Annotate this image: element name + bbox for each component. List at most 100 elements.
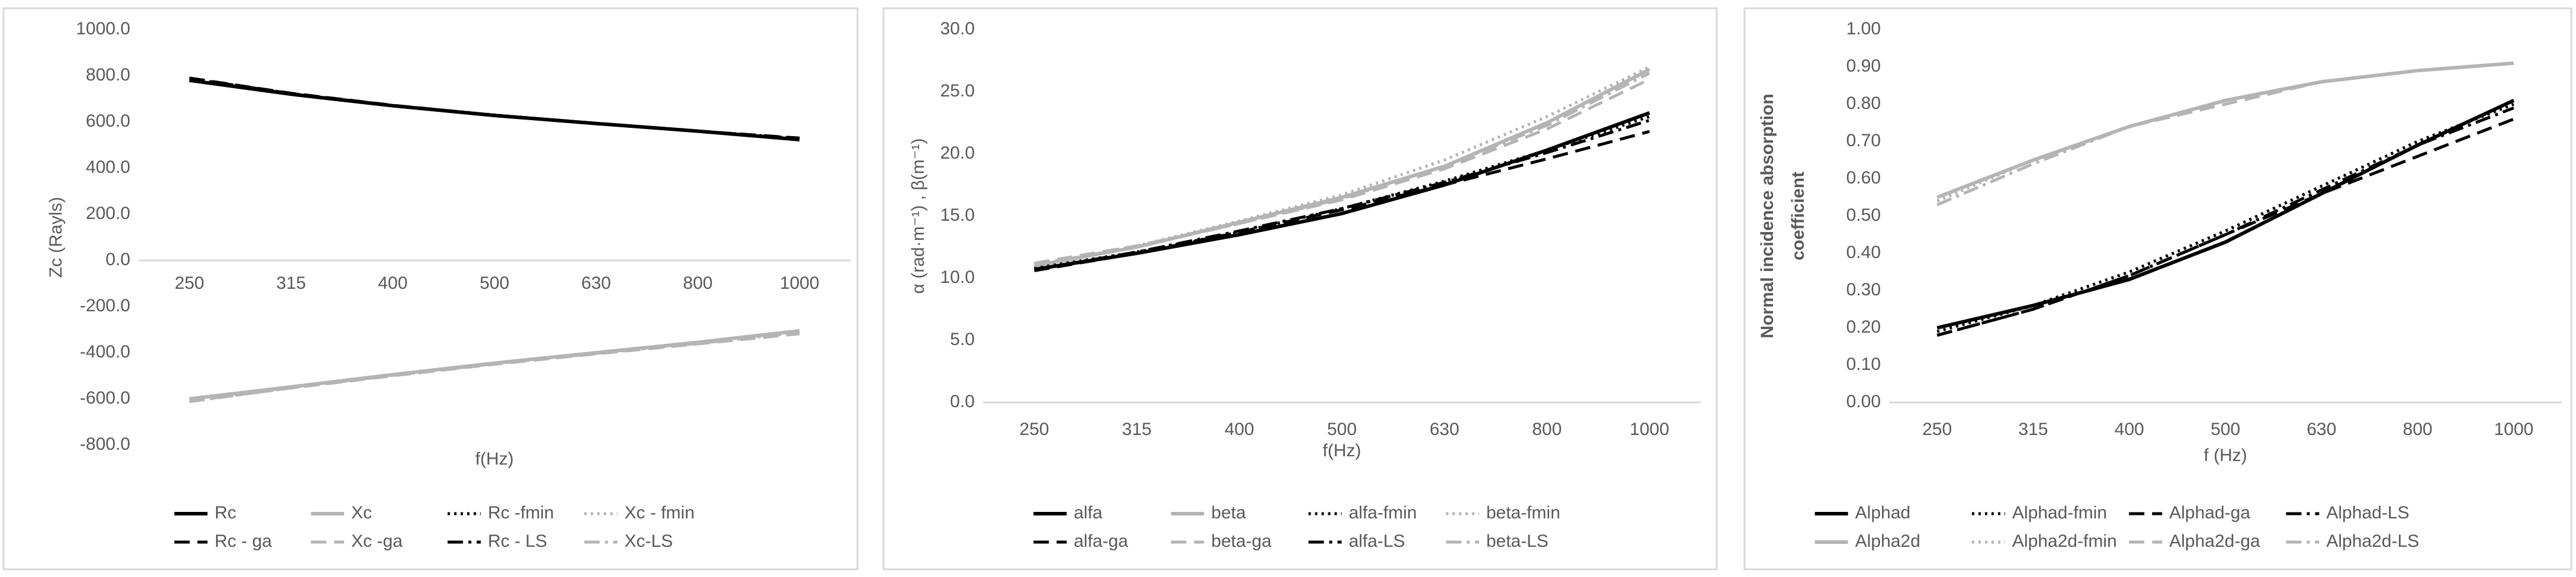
- series-line: [1936, 61, 2514, 199]
- legend-label: Alpha2d: [1855, 531, 1920, 551]
- x-axis-label: f (Hz): [2204, 446, 2247, 465]
- x-tick-label: 315: [1122, 420, 1152, 439]
- y-tick-label: 600.0: [86, 111, 130, 131]
- y-tick-label: 5.0: [950, 330, 975, 349]
- series-line: [1936, 98, 2515, 330]
- y-axis-label: coefficient: [1788, 172, 1808, 260]
- x-tick-label: 1000: [780, 273, 820, 293]
- series-line: [189, 78, 800, 140]
- series-line: [1034, 115, 1650, 270]
- y-tick-label: 25.0: [940, 81, 975, 101]
- series-line: [1936, 62, 2514, 199]
- x-tick-label: 800: [683, 273, 712, 293]
- y-tick-label: 200.0: [86, 204, 130, 223]
- y-tick-label: -600.0: [80, 388, 130, 408]
- series-line: [189, 76, 800, 140]
- legend-label: Alpha2d-LS: [2326, 531, 2419, 551]
- x-tick-label: 250: [175, 273, 204, 293]
- series-line: [1034, 78, 1650, 265]
- y-tick-label: 0.0: [105, 250, 130, 269]
- legend-label: Alphad-LS: [2326, 503, 2409, 523]
- y-axis-label: α (rad·m⁻¹) , β(m⁻¹): [908, 138, 928, 294]
- x-tick-label: 500: [1327, 420, 1357, 439]
- x-tick-label: 800: [1532, 420, 1562, 439]
- panel-border: [2, 7, 859, 570]
- x-tick-label: 400: [1225, 420, 1254, 439]
- legend-label: Alphad-ga: [2169, 503, 2250, 523]
- legend-label: Alphad-fmin: [2012, 503, 2107, 523]
- legend-label: Xc -ga: [351, 531, 403, 551]
- x-tick-label: 315: [277, 273, 306, 293]
- y-tick-label: 30.0: [940, 19, 975, 38]
- y-tick-label: 0.10: [1846, 354, 1881, 374]
- x-tick-label: 630: [582, 273, 611, 293]
- y-tick-label: 0.00: [1846, 392, 1881, 411]
- x-tick-label: 500: [480, 273, 509, 293]
- y-tick-label: 15.0: [940, 205, 975, 225]
- series-line: [189, 77, 800, 141]
- y-tick-label: 0.20: [1846, 317, 1881, 337]
- legend-label: alfa: [1074, 503, 1103, 523]
- legend-label: Xc-LS: [625, 531, 673, 551]
- x-axis-label: f(Hz): [1323, 441, 1361, 460]
- y-tick-label: -800.0: [80, 434, 130, 454]
- legend-label: Rc - LS: [488, 531, 547, 551]
- legend-label: Xc - fmin: [625, 503, 695, 523]
- y-tick-label: 0.60: [1846, 168, 1881, 188]
- legend-label: Rc -fmin: [488, 503, 554, 523]
- y-tick-label: 0.40: [1846, 243, 1881, 262]
- series-line: [1936, 62, 2514, 203]
- y-tick-label: 0.90: [1846, 56, 1881, 76]
- y-tick-label: -200.0: [80, 296, 130, 315]
- y-tick-label: 20.0: [940, 143, 975, 163]
- y-tick-label: 800.0: [86, 65, 130, 85]
- x-tick-label: 250: [1020, 420, 1049, 439]
- series-line: [1034, 67, 1650, 267]
- series-line: [1936, 117, 2514, 337]
- legend-label: Xc: [351, 503, 372, 523]
- panel-border: [882, 7, 1718, 570]
- y-axis-label: Normal incidence absorption: [1758, 94, 1777, 338]
- y-tick-label: 0.70: [1846, 131, 1881, 150]
- y-tick-label: 0.50: [1846, 205, 1881, 225]
- y-tick-label: -400.0: [80, 342, 130, 362]
- x-tick-label: 500: [2211, 420, 2240, 439]
- legend-label: beta-fmin: [1486, 503, 1560, 523]
- series-line: [189, 332, 800, 403]
- x-tick-label: 400: [2115, 420, 2144, 439]
- x-tick-label: 800: [2403, 420, 2433, 439]
- legend-label: alfa-fmin: [1349, 503, 1417, 523]
- legend-label: Alphad: [1855, 503, 1910, 523]
- series-line: [1936, 106, 2514, 337]
- y-tick-label: 400.0: [86, 157, 130, 177]
- series-line: [1034, 118, 1650, 271]
- series-line: [1034, 65, 1650, 267]
- series-line: [1034, 111, 1650, 272]
- legend-label: alfa-LS: [1349, 531, 1405, 551]
- panel-border: [1743, 7, 2572, 570]
- legend-label: beta-LS: [1486, 531, 1549, 551]
- series-line: [1936, 62, 2514, 207]
- legend-label: Rc - ga: [214, 531, 272, 551]
- x-tick-label: 250: [1922, 420, 1952, 439]
- y-tick-label: 10.0: [940, 267, 975, 287]
- x-axis-label: f(Hz): [476, 449, 514, 469]
- legend-label: Rc: [214, 503, 236, 523]
- y-tick-label: 1000.0: [76, 19, 130, 38]
- y-axis-label: Zc (Rayls): [46, 197, 66, 278]
- x-tick-label: 630: [2307, 420, 2336, 439]
- legend-label: beta: [1211, 503, 1246, 523]
- y-tick-label: 0.30: [1846, 280, 1881, 299]
- x-tick-label: 315: [2018, 420, 2048, 439]
- x-tick-label: 1000: [2494, 420, 2533, 439]
- x-tick-label: 1000: [1630, 420, 1669, 439]
- legend-label: alfa-ga: [1074, 531, 1128, 551]
- x-tick-label: 400: [378, 273, 407, 293]
- legend-label: Alpha2d-ga: [2169, 531, 2260, 551]
- x-tick-label: 630: [1430, 420, 1459, 439]
- y-tick-label: 0.80: [1846, 94, 1881, 113]
- legend-label: beta-ga: [1211, 531, 1271, 551]
- series-line: [1936, 102, 2514, 333]
- y-tick-label: 1.00: [1846, 19, 1881, 38]
